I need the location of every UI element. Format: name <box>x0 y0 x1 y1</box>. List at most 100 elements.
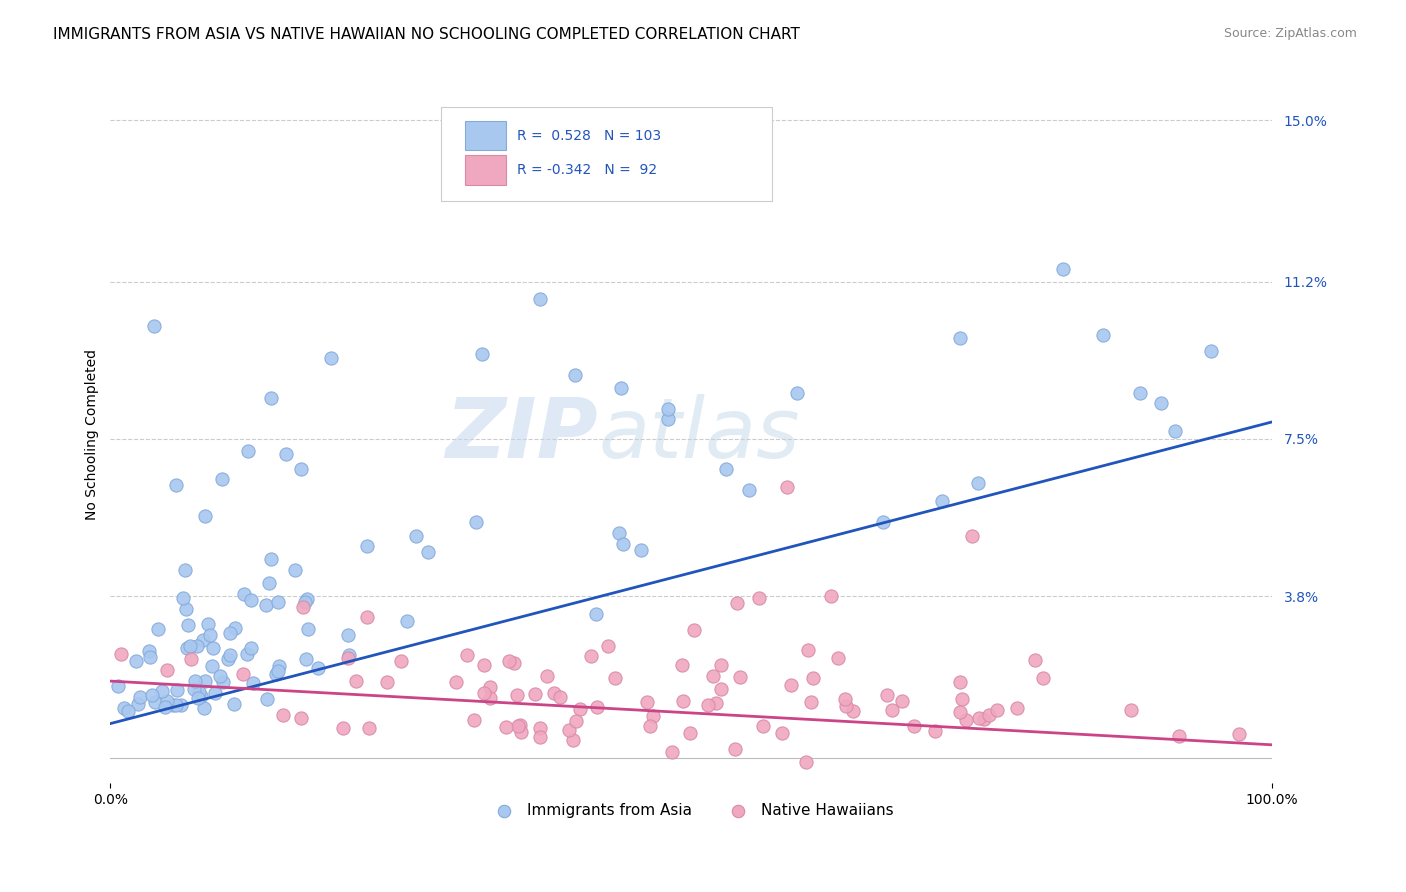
Point <box>319 351 342 365</box>
Point <box>565 714 588 728</box>
Point <box>218 648 240 662</box>
Point <box>290 462 312 476</box>
Point <box>1164 425 1187 439</box>
Point <box>232 666 254 681</box>
Point <box>375 675 398 690</box>
Point <box>166 682 188 697</box>
Point <box>190 689 212 703</box>
Point <box>1119 702 1142 716</box>
Point <box>661 745 683 759</box>
Point <box>266 667 288 681</box>
Point <box>876 688 898 702</box>
Point <box>197 616 219 631</box>
Point <box>502 656 524 670</box>
Point <box>1024 653 1046 667</box>
Point <box>471 347 494 361</box>
Point <box>211 473 233 487</box>
Text: Source: ZipAtlas.com: Source: ZipAtlas.com <box>1223 27 1357 40</box>
Point <box>478 691 501 706</box>
Point <box>150 683 173 698</box>
Point <box>638 719 661 733</box>
Point <box>725 596 748 610</box>
Point <box>607 526 630 541</box>
Point <box>536 669 558 683</box>
Point <box>890 694 912 708</box>
Point <box>211 675 233 690</box>
Point <box>240 641 263 656</box>
Point <box>506 719 529 733</box>
FancyBboxPatch shape <box>464 155 506 185</box>
Point <box>770 726 793 740</box>
Point <box>752 719 775 733</box>
Point <box>186 639 208 653</box>
Point <box>177 618 200 632</box>
Point <box>176 640 198 655</box>
Point <box>110 647 132 661</box>
Point <box>960 529 983 543</box>
Point <box>238 444 260 458</box>
Point <box>543 686 565 700</box>
Y-axis label: No Schooling Completed: No Schooling Completed <box>86 349 100 520</box>
Point <box>509 717 531 731</box>
Point <box>1129 385 1152 400</box>
Point <box>141 688 163 702</box>
Point <box>872 515 894 529</box>
Point <box>579 648 602 663</box>
Point <box>704 697 727 711</box>
Point <box>446 674 468 689</box>
Point <box>169 698 191 712</box>
Point <box>472 658 495 673</box>
Point <box>498 655 520 669</box>
Point <box>307 661 329 675</box>
Point <box>117 704 139 718</box>
Point <box>564 368 586 383</box>
Point <box>284 563 307 577</box>
Point <box>208 668 231 682</box>
Point <box>786 386 808 401</box>
Text: R =  0.528   N = 103: R = 0.528 N = 103 <box>517 128 661 143</box>
Point <box>267 665 290 679</box>
Point <box>682 623 704 637</box>
Point <box>671 657 693 672</box>
Point <box>162 698 184 713</box>
Point <box>356 539 378 553</box>
Point <box>506 688 529 702</box>
Text: atlas: atlas <box>598 394 800 475</box>
Point <box>267 594 290 608</box>
Point <box>657 402 679 417</box>
Point <box>357 721 380 735</box>
Point <box>112 701 135 715</box>
Point <box>183 681 205 696</box>
Legend: Immigrants from Asia, Native Hawaiians: Immigrants from Asia, Native Hawaiians <box>482 797 900 824</box>
FancyBboxPatch shape <box>441 107 772 202</box>
Point <box>748 591 770 605</box>
Point <box>389 654 412 668</box>
Text: ZIP: ZIP <box>446 394 598 475</box>
Point <box>797 642 820 657</box>
Point <box>295 652 318 666</box>
Point <box>291 600 314 615</box>
Point <box>236 647 259 661</box>
Point <box>529 722 551 736</box>
Point <box>242 676 264 690</box>
Point <box>931 493 953 508</box>
Point <box>336 650 359 665</box>
Point <box>139 649 162 664</box>
Point <box>337 648 360 662</box>
Point <box>835 698 858 713</box>
Point <box>107 679 129 693</box>
Point <box>842 704 865 718</box>
Point <box>596 639 619 653</box>
Point <box>924 723 946 738</box>
Point <box>780 678 803 692</box>
Point <box>973 712 995 726</box>
Point <box>463 713 485 727</box>
Text: R = -0.342   N =  92: R = -0.342 N = 92 <box>517 163 657 177</box>
Point <box>148 622 170 636</box>
Point <box>472 686 495 700</box>
Point <box>188 685 211 699</box>
Point <box>156 694 179 708</box>
Point <box>827 651 849 665</box>
Point <box>882 703 904 717</box>
Point <box>456 648 478 663</box>
